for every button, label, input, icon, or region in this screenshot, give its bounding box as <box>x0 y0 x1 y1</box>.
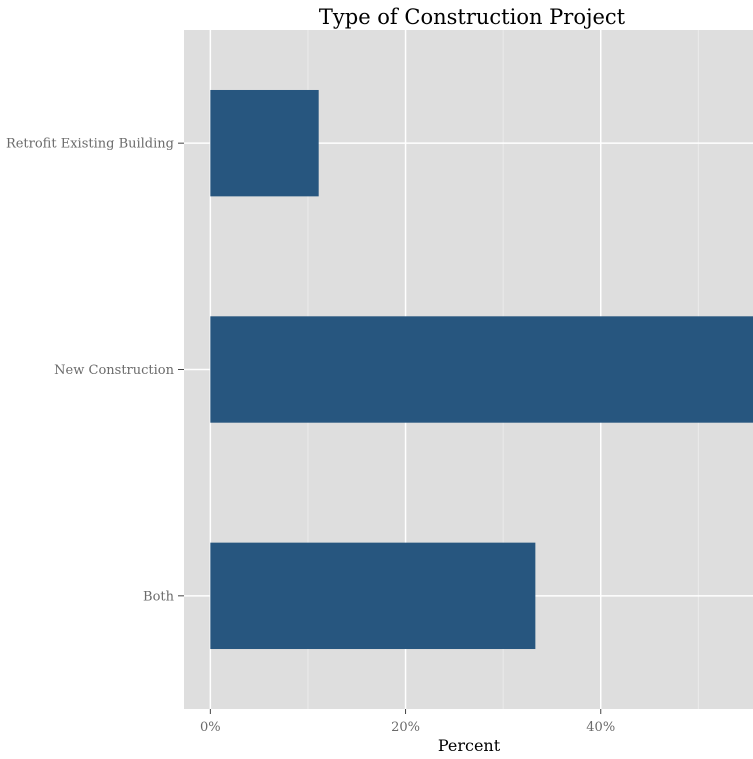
x-tick-label: 40% <box>586 720 615 735</box>
y-tick-label: Both <box>143 589 175 604</box>
bar <box>210 316 753 423</box>
x-tick-label: 20% <box>391 720 420 735</box>
x-tick-label: 0% <box>200 720 221 735</box>
axes: Retrofit Existing Building New Constructi… <box>6 137 615 735</box>
bars <box>210 89 753 650</box>
bar <box>210 542 536 650</box>
x-axis-title: Percent <box>438 736 501 755</box>
chart-title: Type of Construction Project <box>319 5 626 29</box>
bar <box>210 89 319 197</box>
y-tick-label: New Construction <box>54 363 174 378</box>
y-tick-label: Retrofit Existing Building <box>6 137 174 152</box>
